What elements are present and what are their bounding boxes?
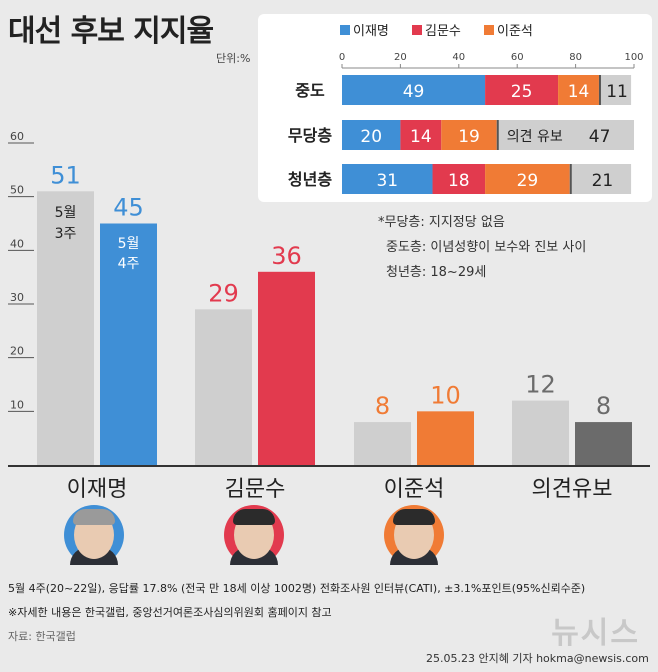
legend-swatch bbox=[412, 25, 422, 35]
note-line: *무당층: 지지정당 없음 bbox=[378, 215, 505, 230]
stacked-bar-chart: 이재명 김문수 이준석 0 20 40 60 80 100 중도 49 25 14 11 무당층 20 14 19… bbox=[288, 24, 644, 194]
segment-value: 18 bbox=[448, 171, 470, 191]
chart-title: 대선 후보 지지율 bbox=[8, 14, 214, 49]
data-label-prev: 51 bbox=[50, 161, 81, 189]
segment-value: 14 bbox=[410, 127, 432, 147]
category-label: 이준석 bbox=[384, 477, 445, 502]
unit-label: 단위:% bbox=[216, 52, 251, 65]
segment-value: 20 bbox=[360, 127, 382, 147]
data-label-prev: 8 bbox=[375, 392, 390, 420]
data-label-current: 36 bbox=[271, 242, 302, 270]
category-label: 의견유보 bbox=[532, 477, 613, 502]
footer-source: 자료: 한국갤럽 bbox=[8, 630, 76, 643]
bar-current bbox=[100, 223, 157, 465]
segment-value: 19 bbox=[458, 127, 480, 147]
footer-reference: ※자세한 내용은 한국갤럽, 중앙선거여론조사심의위원회 홈페이지 참고 bbox=[8, 606, 332, 619]
data-label-current: 45 bbox=[113, 194, 144, 222]
row-label: 무당층 bbox=[288, 126, 332, 145]
series-label-prev: 5월 bbox=[55, 205, 77, 221]
remainder-label: 의견 유보 bbox=[507, 129, 563, 145]
inset-panel: 이재명 김문수 이준석 0 20 40 60 80 100 중도 49 25 14 11 무당층 20 14 19… bbox=[258, 14, 652, 202]
x-tick-label: 0 bbox=[339, 52, 345, 63]
y-tick-label: 60 bbox=[10, 130, 24, 143]
y-tick-label: 40 bbox=[10, 237, 24, 250]
footer-methodology: 5월 4주(20~22일), 응답률 17.8% (전국 만 18세 이상 10… bbox=[8, 582, 586, 595]
segment-value: 31 bbox=[376, 171, 398, 191]
row-label: 청년층 bbox=[288, 170, 332, 189]
x-tick-label: 20 bbox=[394, 52, 407, 63]
avatar-kim bbox=[224, 505, 284, 565]
stacked-segment bbox=[400, 120, 442, 150]
bar-prev bbox=[195, 309, 252, 465]
stacked-segment bbox=[342, 164, 433, 194]
category-label: 이재명 bbox=[67, 477, 128, 502]
bar-prev bbox=[512, 400, 569, 465]
data-label-current: 10 bbox=[430, 381, 461, 409]
data-label-prev: 12 bbox=[525, 371, 556, 399]
stacked-segment bbox=[569, 164, 632, 194]
bar-prev bbox=[354, 422, 411, 465]
segment-value: 25 bbox=[511, 82, 533, 102]
y-tick-label: 20 bbox=[10, 345, 24, 358]
notes: *무당층: 지지정당 없음 중도층: 이념성향이 보수와 진보 사이 청년층: … bbox=[372, 210, 586, 285]
stacked-segment bbox=[485, 75, 559, 105]
note-line: 청년층: 18~29세 bbox=[386, 265, 487, 280]
segment-value: 49 bbox=[403, 82, 425, 102]
note-line: 중도층: 이념성향이 보수와 진보 사이 bbox=[386, 240, 587, 255]
newsis-logo: 뉴시스 bbox=[551, 616, 640, 651]
x-tick-label: 80 bbox=[569, 52, 582, 63]
segment-value: 11 bbox=[606, 82, 628, 102]
segment-value: 29 bbox=[517, 171, 539, 191]
stacked-segment bbox=[485, 164, 570, 194]
stacked-segment bbox=[496, 120, 634, 150]
segment-value: 14 bbox=[568, 82, 590, 102]
data-label-current: 8 bbox=[596, 392, 611, 420]
avatar-lee bbox=[64, 505, 124, 565]
segment-value: 47 bbox=[589, 127, 611, 147]
stacked-segment bbox=[432, 164, 486, 194]
data-label-prev: 29 bbox=[208, 279, 239, 307]
segment-divider bbox=[496, 120, 499, 150]
bar-current bbox=[417, 411, 474, 465]
category-label: 김문수 bbox=[225, 477, 286, 502]
stacked-segment bbox=[598, 75, 632, 105]
series-label-prev: 3주 bbox=[55, 226, 77, 242]
avatar-lee-junseok bbox=[384, 505, 444, 565]
stacked-segment bbox=[558, 75, 599, 105]
x-tick-label: 60 bbox=[511, 52, 524, 63]
legend-label: 이재명 bbox=[353, 24, 389, 39]
bar-current bbox=[258, 271, 315, 465]
legend-swatch bbox=[484, 25, 494, 35]
segment-divider bbox=[569, 164, 572, 194]
stacked-segment bbox=[441, 120, 497, 150]
legend-label: 이준석 bbox=[497, 24, 533, 39]
legend-swatch bbox=[340, 25, 350, 35]
stacked-segment bbox=[342, 75, 486, 105]
stacked-segment bbox=[342, 120, 401, 150]
bar-prev bbox=[37, 191, 94, 466]
row-label: 중도 bbox=[295, 81, 325, 100]
segment-value: 21 bbox=[592, 171, 614, 191]
y-tick-label: 10 bbox=[10, 398, 24, 411]
legend-label: 김문수 bbox=[425, 24, 461, 39]
y-tick-label: 50 bbox=[10, 184, 24, 197]
x-tick-label: 100 bbox=[624, 52, 643, 63]
segment-divider bbox=[598, 75, 601, 105]
series-label-current: 4주 bbox=[118, 256, 140, 272]
x-tick-label: 40 bbox=[452, 52, 465, 63]
y-tick-label: 30 bbox=[10, 291, 24, 304]
series-label-current: 5월 bbox=[118, 236, 140, 252]
footer-credit: 25.05.23 안지혜 기자 hokma@newsis.com bbox=[426, 652, 649, 665]
bar-current bbox=[575, 422, 632, 465]
